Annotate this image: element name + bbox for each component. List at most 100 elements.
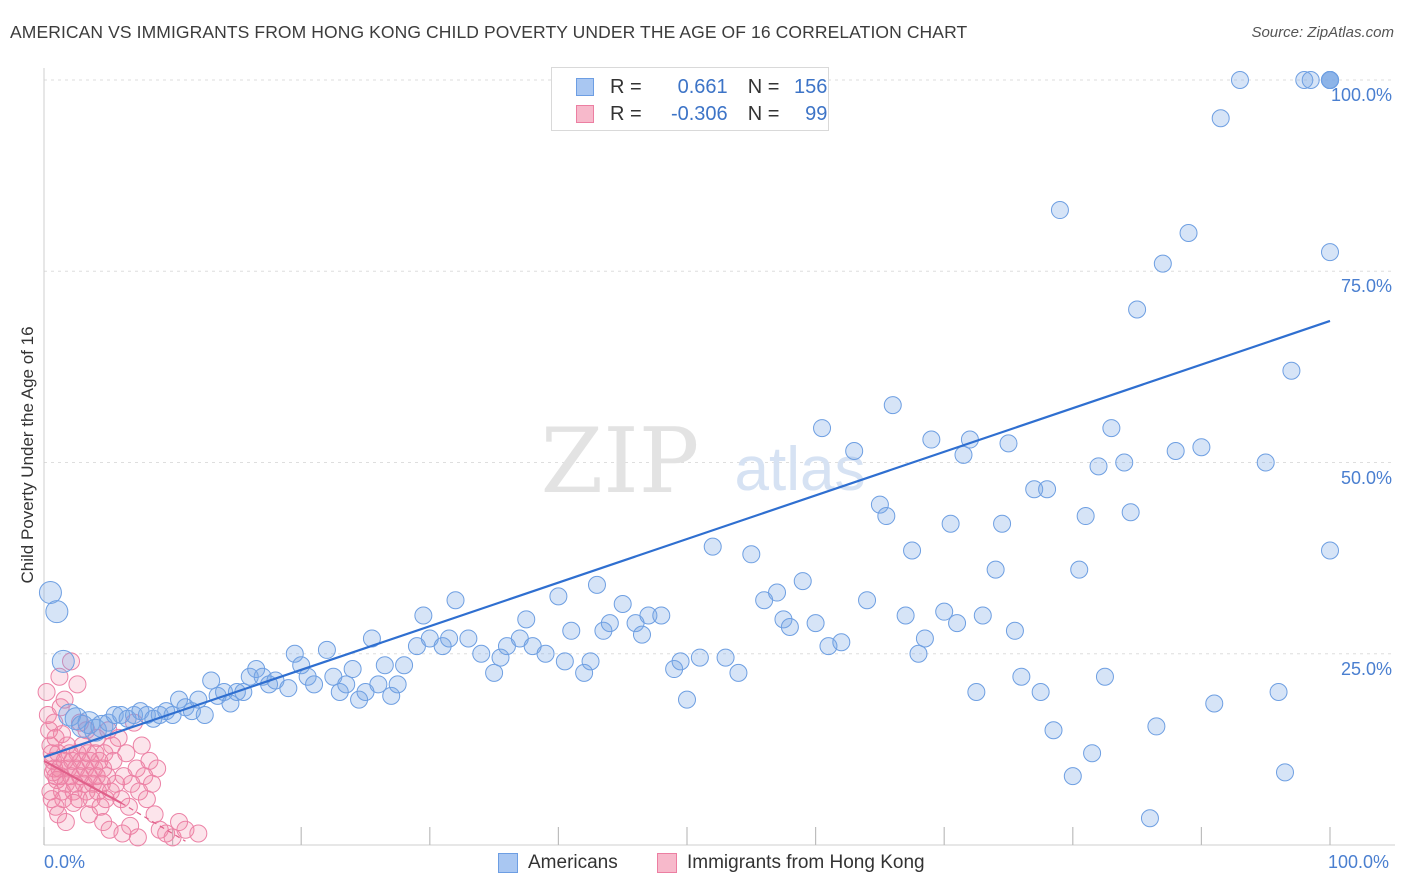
americans-point: [1179, 224, 1198, 242]
americans-point: [1083, 744, 1102, 763]
americans-point: [240, 667, 259, 686]
americans-point: [877, 507, 896, 526]
immigrants-point: [37, 683, 56, 701]
immigrants-point: [128, 828, 147, 847]
legend-row-americans: R = 0.661 N = 156: [576, 74, 827, 100]
americans-point: [459, 629, 478, 648]
y-tick-label-25: 25.0%: [1340, 658, 1392, 679]
immigrants-point: [145, 805, 164, 824]
americans-point: [64, 707, 88, 731]
watermark-zip: ZIP: [541, 409, 700, 514]
americans-point: [587, 575, 606, 594]
immigrants-point: [137, 790, 156, 809]
americans-point: [594, 621, 613, 640]
americans-point: [555, 652, 574, 671]
y-tick-label-75: 75.0%: [1340, 276, 1392, 297]
americans-point: [665, 660, 684, 679]
americans-point: [774, 610, 793, 629]
americans-point: [806, 614, 825, 633]
immigrants-point: [46, 728, 65, 747]
americans-point: [1038, 480, 1057, 499]
immigrants-point: [41, 782, 60, 801]
americans-point: [941, 514, 960, 533]
americans-point: [858, 591, 877, 610]
americans-point: [1070, 560, 1089, 579]
chart-title: AMERICAN VS IMMIGRANTS FROM HONG KONG CH…: [10, 22, 968, 42]
immigrants-point: [68, 675, 87, 694]
axes: [43, 68, 1395, 846]
americans-n-value: 156: [794, 75, 828, 98]
americans-point: [350, 690, 369, 709]
americans-point: [652, 606, 671, 625]
americans-point: [305, 675, 324, 694]
americans-point: [330, 683, 349, 701]
americans-point: [1153, 254, 1172, 273]
americans-point: [414, 606, 433, 625]
americans-point: [671, 652, 690, 671]
americans-point: [375, 656, 394, 675]
americans-point: [986, 560, 1005, 579]
correlation-legend: R = 0.661 N = 156 R = -0.306 N = 99: [551, 67, 829, 131]
americans-point: [369, 675, 388, 694]
americans-point: [1321, 243, 1339, 262]
watermark: ZIP atlas: [541, 409, 866, 514]
immigrants-point: [95, 744, 114, 763]
americans-point: [202, 671, 221, 690]
americans-point: [170, 690, 189, 709]
americans-point: [433, 637, 452, 656]
americans-point: [1044, 721, 1063, 740]
americans-point: [768, 583, 787, 602]
americans-point: [1275, 763, 1294, 782]
americans-point: [935, 602, 954, 621]
americans-point: [1192, 438, 1211, 457]
immigrants-point: [94, 813, 113, 832]
americans-point: [1301, 71, 1320, 89]
americans-point: [1147, 717, 1166, 736]
americans-point: [247, 660, 266, 679]
americans-point: [1256, 453, 1275, 472]
americans-point: [1295, 71, 1314, 89]
americans-legend-label: Americans: [528, 852, 618, 873]
r-label: R =: [610, 75, 642, 98]
trendlines: [43, 319, 1331, 842]
americans-point: [575, 663, 594, 682]
americans-point: [536, 644, 555, 663]
americans-point: [1102, 419, 1121, 438]
americans-point: [948, 614, 967, 633]
americans-point: [883, 396, 902, 415]
immigrants-point: [132, 736, 151, 755]
americans-legend-swatch: [498, 853, 518, 873]
americans-point: [1063, 767, 1082, 786]
immigrants-point: [64, 793, 83, 812]
americans-point: [639, 606, 658, 625]
americans-point: [195, 705, 214, 724]
immigrants-point: [56, 813, 75, 832]
immigrants-point: [148, 759, 167, 778]
americans-point: [446, 591, 465, 610]
americans-point: [221, 694, 240, 713]
americans-point: [909, 644, 928, 663]
americans-point: [729, 663, 748, 682]
americans-point: [517, 610, 536, 629]
americans-point: [922, 430, 941, 449]
americans-point: [678, 690, 696, 709]
americans-point: [279, 679, 298, 698]
r-label: R =: [610, 102, 642, 125]
americans-point: [915, 629, 934, 648]
americans-point: [562, 621, 581, 640]
immigrants-point: [42, 790, 61, 809]
immigrants-point: [140, 751, 159, 770]
americans-point: [793, 572, 812, 591]
source-label: Source: ZipAtlas.com: [1251, 24, 1394, 41]
immigrants-point: [113, 824, 132, 843]
americans-point: [903, 541, 922, 560]
americans-point: [1321, 541, 1339, 560]
legend-row-immigrants: R = -0.306 N = 99: [576, 101, 827, 127]
americans-point: [742, 545, 761, 564]
immigrants-point: [103, 736, 122, 755]
americans-point: [38, 581, 62, 605]
americans-point: [1269, 683, 1288, 701]
americans-point: [1115, 453, 1134, 472]
americans-points: [38, 71, 1339, 828]
americans-point: [71, 714, 95, 738]
